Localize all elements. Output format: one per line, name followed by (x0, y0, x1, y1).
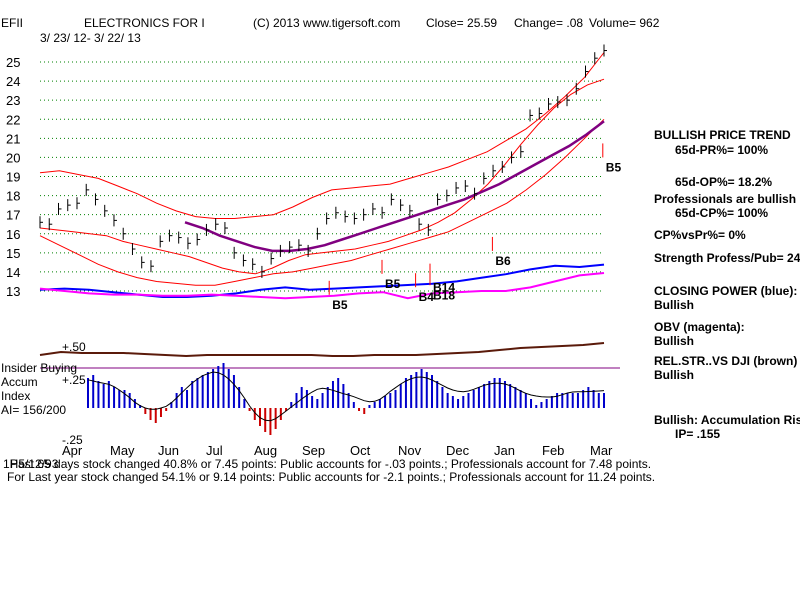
month-Oct: Oct (350, 443, 371, 458)
accum-axis-+.25: +.25 (62, 373, 86, 387)
moving-average (184, 120, 605, 253)
obv-value: Bullish (654, 334, 695, 348)
price-label-20: 20 (6, 150, 20, 165)
month-Sep: Sep (302, 443, 325, 458)
cp-vs-pr: CP%vsPr%= 0% (654, 228, 746, 242)
month-May: May (110, 443, 135, 458)
date-range: 3/ 23/ 12- 3/ 22/ 13 (40, 31, 141, 45)
price-label-14: 14 (6, 265, 20, 280)
inner-band (39, 78, 605, 275)
accumulation-title: Bullish: Accumulation Risi (654, 413, 800, 427)
change-value: Change= .08 (514, 16, 584, 30)
price-label-15: 15 (6, 246, 20, 261)
closing-power (39, 263, 605, 298)
insider-label: Insider Buying (1, 361, 78, 375)
signal-B18: B18 (433, 288, 455, 302)
upper-band (39, 52, 605, 219)
price-gridlines (40, 61, 604, 292)
company-name: ELECTRONICS FOR I (84, 16, 205, 30)
signal-B5: B5 (606, 160, 622, 174)
signal-B6: B6 (495, 254, 511, 268)
bollinger-bands (39, 52, 605, 286)
accum-axis--.25: -.25 (62, 433, 83, 447)
signal-B5: B5 (385, 277, 401, 291)
month-Apr: Apr (62, 443, 83, 458)
volume-value: Volume= 962 (589, 16, 660, 30)
obv-line (39, 272, 605, 300)
closing-power-title: CLOSING POWER (blue): (654, 284, 798, 298)
footer-line-2: For Last year stock changed 54.1% or 9.1… (7, 470, 656, 484)
trend-title: BULLISH PRICE TREND (654, 128, 791, 142)
month-labels: Apr May Jun Jul Aug Sep Oct Nov Dec Jan Feb Mar (62, 443, 613, 458)
closing-power-line (39, 263, 605, 298)
accum-axis-+.50: +.50 (62, 340, 86, 354)
price-bars (39, 44, 607, 278)
price-label-21: 21 (6, 131, 20, 146)
footer-line-1: Past 65 days stock changed 40.8% or 7.45… (10, 457, 652, 471)
lower-band (39, 118, 605, 286)
price-label-25: 25 (6, 55, 20, 70)
price-axis-labels: 25 24 23 22 21 20 19 18 17 16 15 14 13 (6, 55, 20, 299)
obv (39, 272, 605, 300)
ip-value: IP= .155 (675, 427, 721, 441)
strength-ratio: Strength Profess/Pub= 24 (654, 251, 800, 265)
month-Jun: Jun (158, 443, 179, 458)
month-Mar: Mar (590, 443, 613, 458)
ma-line (184, 120, 605, 253)
professionals-bullish: Professionals are bullish (654, 192, 797, 206)
index-label: Index (1, 389, 31, 403)
footer-prefix: 1H5/12/93 (3, 457, 59, 471)
ticker: EFII (1, 16, 24, 30)
month-Feb: Feb (542, 443, 564, 458)
signal-B4: B4 (419, 290, 435, 304)
price-label-18: 18 (6, 189, 20, 204)
rel-str-title: REL.STR..VS DJI (brown) (654, 354, 798, 368)
accumulation-histogram: +.50 +.25 -.25 (62, 340, 605, 447)
pr-percent: 65d-PR%= 100% (675, 143, 769, 157)
month-Dec: Dec (446, 443, 470, 458)
closing-power-value: Bullish (654, 298, 695, 312)
rel-str-value: Bullish (654, 368, 695, 382)
price-label-13: 13 (6, 284, 20, 299)
obv-title: OBV (magenta): (654, 320, 745, 334)
signal-B14: B14 (433, 281, 455, 295)
month-Nov: Nov (398, 443, 422, 458)
month-Jan: Jan (494, 443, 515, 458)
cp-percent: 65d-CP%= 100% (675, 206, 769, 220)
close-value: Close= 25.59 (426, 16, 498, 30)
price-label-19: 19 (6, 170, 20, 185)
price-label-23: 23 (6, 93, 20, 108)
ai-label: AI= 156/200 (1, 403, 67, 417)
rel-str (39, 342, 605, 358)
relative-strength-line (39, 342, 620, 369)
accum-ma (87, 371, 605, 422)
price-label-22: 22 (6, 112, 20, 127)
price-label-24: 24 (6, 74, 20, 89)
month-Jul: Jul (206, 443, 223, 458)
signal-B5: B5 (332, 298, 348, 312)
copyright: (C) 2013 www.tigersoft.com (253, 16, 401, 30)
month-Aug: Aug (254, 443, 277, 458)
accum-label: Accum (1, 375, 38, 389)
op-percent: 65d-OP%= 18.2% (675, 175, 773, 189)
price-label-17: 17 (6, 208, 20, 223)
price-label-16: 16 (6, 227, 20, 242)
